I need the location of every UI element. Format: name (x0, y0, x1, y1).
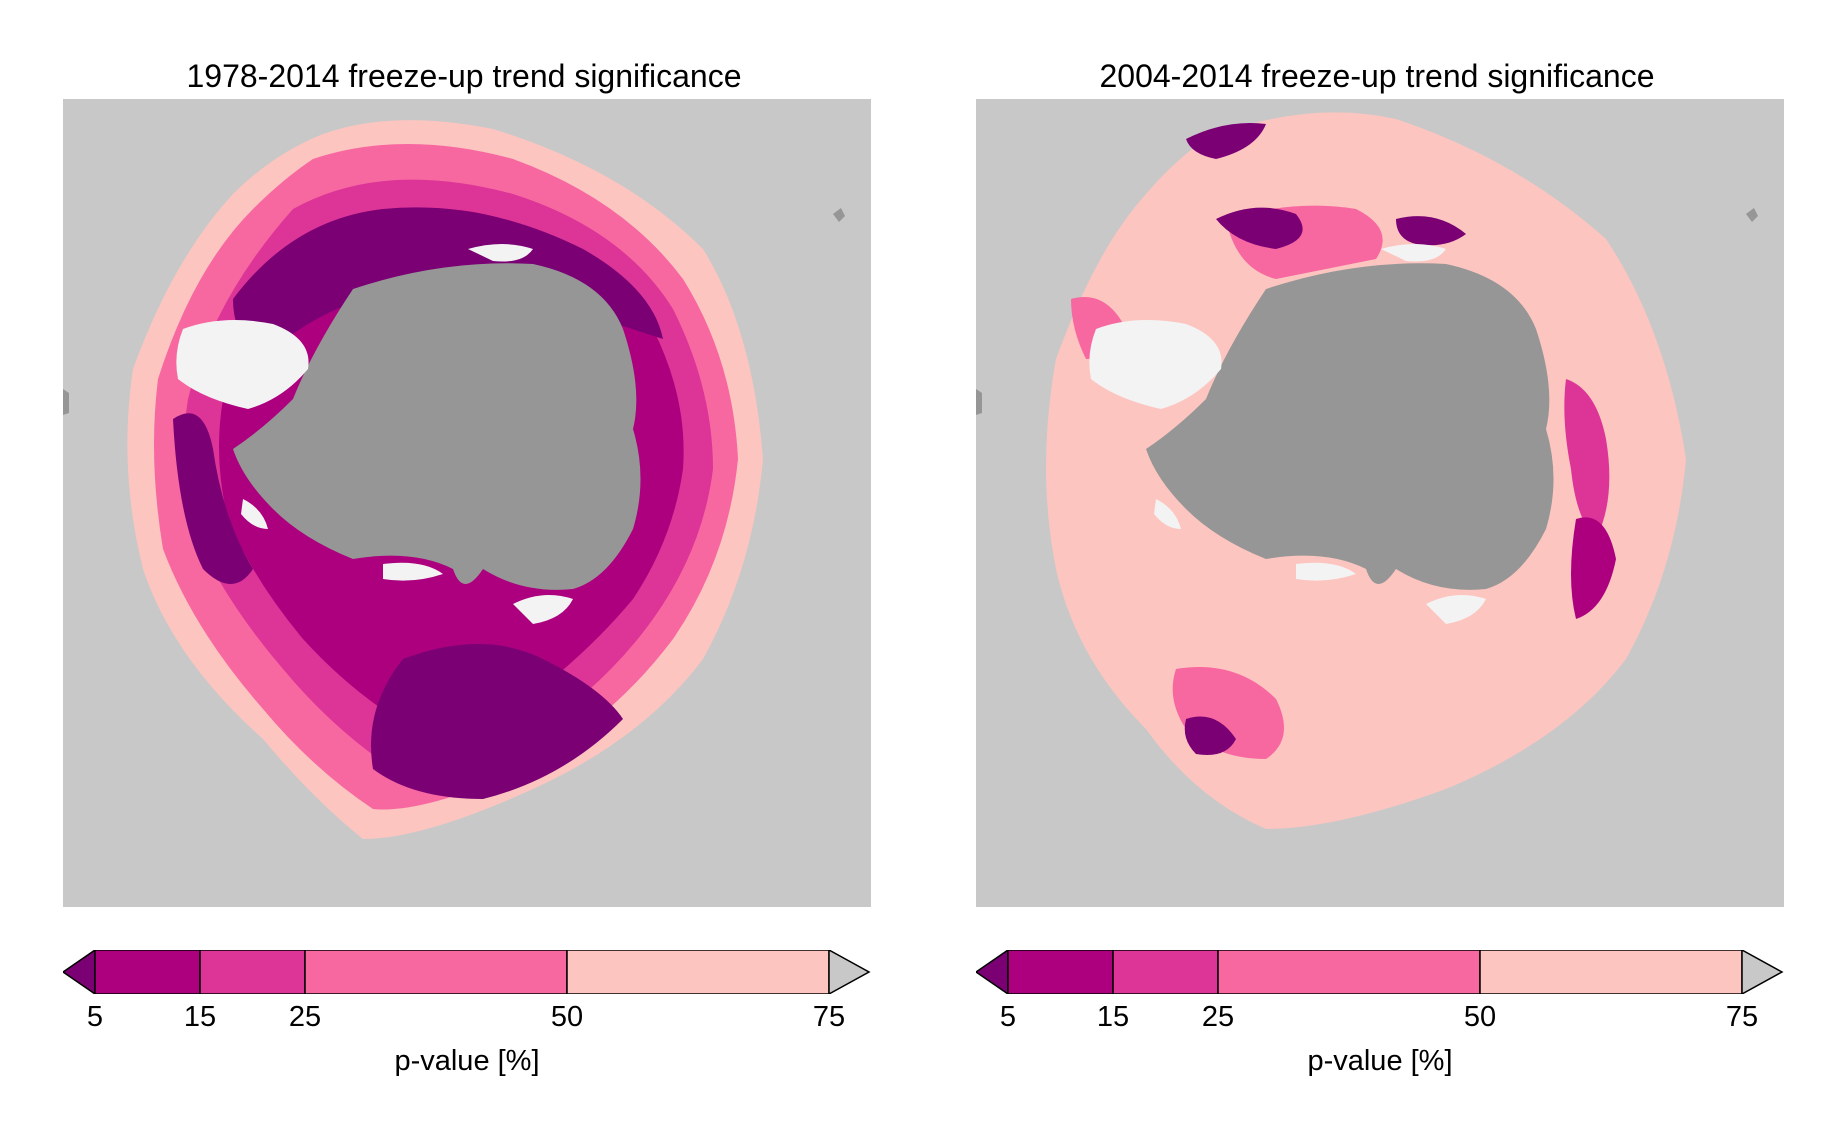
ross-ice-shelf (176, 320, 309, 409)
colorbar-bin-25-50 (1217, 950, 1481, 994)
colorbar-bin-15-25 (1112, 950, 1219, 994)
sea-ice-p-lt-5-north (1216, 207, 1303, 249)
colorbar-label: p-value [%] (394, 1045, 540, 1077)
colorbar-bin-50-75 (566, 950, 830, 994)
antarctica-land (1146, 263, 1554, 590)
island-marker-2 (63, 389, 69, 415)
colorbar-bin-5-15 (94, 950, 201, 994)
colorbar-extend-high (1741, 950, 1784, 994)
sea-ice-p-lt-5-south (1184, 716, 1236, 755)
island-marker (1746, 208, 1758, 222)
sea-ice-p-lt-5-northwest (1186, 123, 1266, 159)
colorbar-tick: 15 (183, 1001, 217, 1033)
ice-shelf-south-west (383, 562, 443, 581)
colorbar-extend-high (828, 950, 871, 994)
ice-shelf-west (241, 499, 268, 529)
sea-ice-p-lt-5-west (173, 413, 253, 584)
panel-1978-2014: 1978-2014 freeze-up trend significance (55, 0, 875, 1134)
map-area (63, 99, 871, 907)
colorbar-bin-25-50 (304, 950, 568, 994)
panel-title: 1978-2014 freeze-up trend significance (186, 58, 742, 94)
colorbar-extend-low (976, 950, 1009, 994)
ice-shelf-north (1381, 244, 1446, 262)
colorbar-bin-5-15 (1007, 950, 1114, 994)
colorbar-tick: 5 (999, 1001, 1017, 1033)
map-area (976, 99, 1784, 907)
colorbar-tick: 50 (1463, 1001, 1497, 1033)
significance-map (63, 99, 871, 907)
colorbar-tick: 5 (86, 1001, 104, 1033)
colorbar-tick: 25 (1201, 1001, 1235, 1033)
ross-ice-shelf (1089, 320, 1222, 409)
filchner-ronne-ice-shelf (1426, 595, 1486, 624)
colorbar-tick: 75 (812, 1001, 846, 1033)
filchner-ronne-ice-shelf (513, 595, 573, 624)
colorbar (63, 950, 871, 994)
significance-map (976, 99, 1784, 907)
colorbar-tick: 15 (1096, 1001, 1130, 1033)
colorbar-tick: 75 (1725, 1001, 1759, 1033)
island-marker-2 (976, 389, 982, 415)
colorbar-bin-15-25 (199, 950, 306, 994)
colorbar (976, 950, 1784, 994)
colorbar-tick: 25 (288, 1001, 322, 1033)
sea-ice-p-lt-5-northeast (1396, 216, 1466, 246)
antarctica-land (233, 263, 641, 590)
ice-shelf-south-west (1296, 562, 1356, 581)
colorbar-label: p-value [%] (1307, 1045, 1453, 1077)
colorbar-bin-50-75 (1479, 950, 1743, 994)
panel-title: 2004-2014 freeze-up trend significance (1099, 58, 1655, 94)
island-marker (833, 208, 845, 222)
sea-ice-p-5-15-east (1571, 517, 1616, 619)
ice-shelf-west (1154, 499, 1181, 529)
ice-shelf-north (468, 244, 533, 262)
colorbar-tick: 50 (550, 1001, 584, 1033)
panel-2004-2014: 2004-2014 freeze-up trend significance (968, 0, 1788, 1134)
colorbar-extend-low (63, 950, 96, 994)
sea-ice-p-lt-5-weddell (371, 644, 623, 799)
sea-ice-p-15-25-east (1564, 379, 1610, 539)
